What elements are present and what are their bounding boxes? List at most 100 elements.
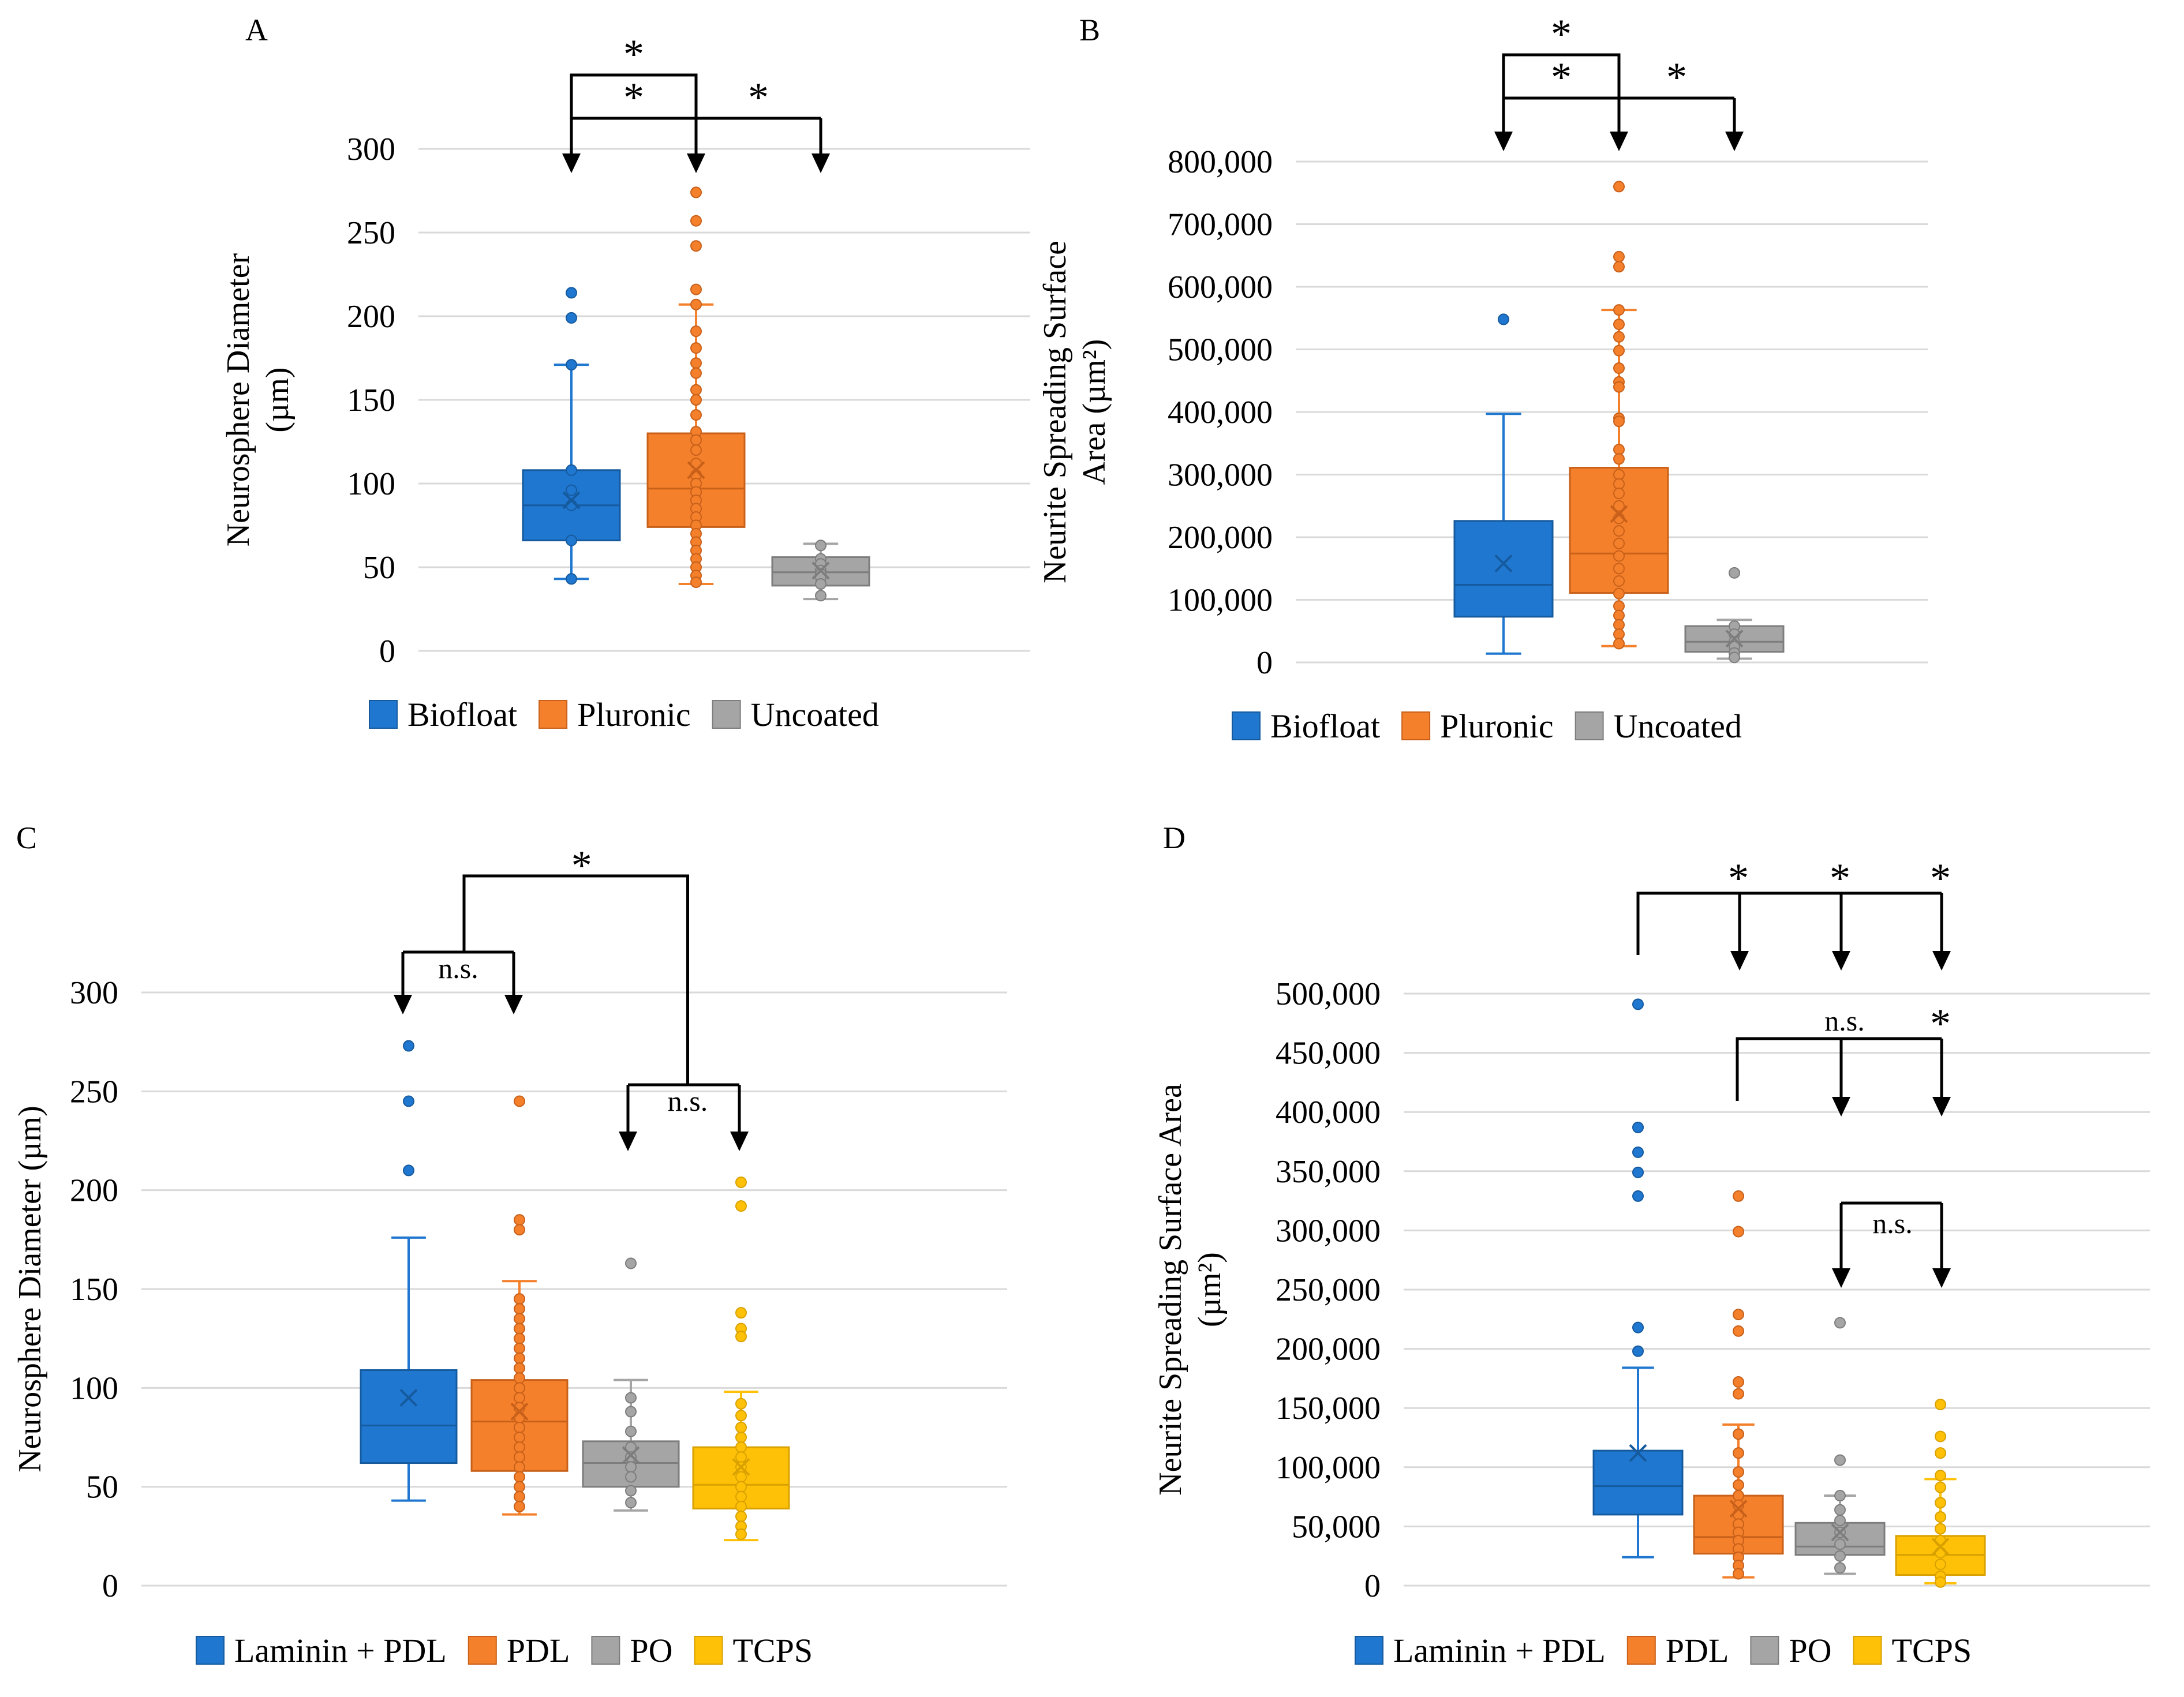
data-point bbox=[1733, 1226, 1744, 1238]
data-point bbox=[1733, 1447, 1744, 1459]
significance-label: * bbox=[1830, 855, 1850, 901]
data-point bbox=[735, 1307, 747, 1319]
box bbox=[1592, 1449, 1684, 1516]
box bbox=[360, 1369, 458, 1464]
data-point bbox=[1613, 344, 1625, 357]
legend-swatch bbox=[1853, 1636, 1882, 1665]
bracket-line bbox=[462, 874, 689, 1085]
data-point bbox=[1935, 1481, 1946, 1493]
y-tick-label: 250 bbox=[347, 215, 395, 251]
y-tick-label: 700,000 bbox=[1168, 207, 1273, 243]
data-point bbox=[1733, 1479, 1744, 1491]
legend-item: Biofloat bbox=[369, 696, 517, 733]
data-point bbox=[1613, 362, 1625, 374]
data-point bbox=[690, 384, 702, 396]
data-point bbox=[1834, 1515, 1846, 1527]
y-tick-label: 300 bbox=[70, 975, 118, 1011]
data-point bbox=[1613, 181, 1625, 193]
data-point bbox=[1613, 638, 1625, 650]
y-tick-label: 100,000 bbox=[1276, 1450, 1381, 1486]
data-point bbox=[514, 1441, 525, 1453]
data-point bbox=[514, 1382, 525, 1394]
legend-label: TCPS bbox=[733, 1632, 813, 1669]
data-point bbox=[566, 534, 577, 546]
data-point bbox=[1632, 1166, 1644, 1178]
significance-label: * bbox=[1728, 855, 1749, 901]
significance-annotations: * * * n.s. * n.s. bbox=[1636, 855, 1951, 1288]
data-point bbox=[566, 573, 577, 585]
data-point bbox=[625, 1406, 637, 1418]
data-point bbox=[690, 434, 702, 446]
data-point bbox=[735, 1432, 747, 1443]
data-point bbox=[735, 1200, 747, 1212]
arrow-head bbox=[1932, 1268, 1951, 1288]
y-tick-label: 600,000 bbox=[1168, 269, 1273, 305]
data-point bbox=[514, 1214, 525, 1226]
arrow-head bbox=[1832, 951, 1850, 971]
data-point bbox=[1733, 1568, 1744, 1580]
y-tick-label: 300 bbox=[347, 132, 395, 167]
series-po bbox=[582, 1257, 680, 1512]
data-point bbox=[514, 1500, 525, 1512]
y-tick-label: 400,000 bbox=[1168, 395, 1273, 430]
arrow-head bbox=[1932, 1097, 1951, 1117]
data-point bbox=[1632, 1121, 1644, 1133]
arrow-head bbox=[1832, 1268, 1850, 1288]
data-point bbox=[514, 1372, 525, 1384]
mean-marker bbox=[1725, 630, 1744, 648]
legend-label: Pluronic bbox=[1440, 707, 1554, 745]
data-point bbox=[514, 1332, 525, 1344]
legend-item: Laminin + PDL bbox=[196, 1632, 447, 1669]
data-point bbox=[1729, 651, 1740, 664]
significance-annotations: * n.s. n.s. bbox=[394, 842, 749, 1151]
arrow-head bbox=[1832, 1097, 1850, 1117]
series-tcps bbox=[1895, 1399, 1986, 1588]
data-point bbox=[690, 357, 702, 369]
data-point bbox=[735, 1490, 747, 1503]
y-tick-label: 100 bbox=[70, 1370, 118, 1406]
data-point bbox=[1613, 563, 1625, 575]
data-point bbox=[1935, 1576, 1946, 1588]
data-point bbox=[1733, 1325, 1744, 1337]
y-axis-label: Area (µm²) bbox=[1076, 339, 1112, 485]
y-axis-label: (µm²) bbox=[1192, 1252, 1228, 1327]
data-point bbox=[735, 1441, 747, 1453]
legend-label: Uncoated bbox=[751, 696, 879, 733]
data-point bbox=[735, 1398, 747, 1410]
y-tick-label: 0 bbox=[102, 1568, 118, 1604]
data-point bbox=[1834, 1538, 1846, 1550]
significance-label: * bbox=[623, 74, 644, 121]
legend-swatch bbox=[712, 700, 741, 729]
data-point bbox=[625, 1392, 637, 1404]
legend-label: Pluronic bbox=[577, 696, 691, 733]
arrow-head bbox=[1932, 951, 1951, 971]
data-point bbox=[1733, 1490, 1744, 1502]
mean-marker bbox=[1610, 505, 1628, 523]
data-point bbox=[1733, 1309, 1744, 1321]
y-tick-label: 250 bbox=[70, 1074, 118, 1110]
y-tick-label: 200,000 bbox=[1276, 1332, 1381, 1368]
legend-item: PDL bbox=[468, 1632, 570, 1669]
data-point bbox=[690, 240, 702, 252]
series-uncoated bbox=[771, 540, 870, 602]
y-tick-label: 50 bbox=[86, 1470, 118, 1505]
y-tick-label: 300,000 bbox=[1168, 458, 1273, 493]
data-point bbox=[735, 1421, 747, 1433]
data-point bbox=[566, 484, 577, 496]
data-point bbox=[690, 298, 702, 310]
data-point bbox=[566, 359, 577, 371]
data-point bbox=[690, 186, 702, 198]
box bbox=[1453, 520, 1554, 618]
significance-label: n.s. bbox=[1824, 1005, 1864, 1037]
legend-item: Uncoated bbox=[712, 696, 879, 733]
panel-label: D bbox=[1163, 821, 1186, 855]
data-point bbox=[735, 1176, 747, 1188]
data-point bbox=[1935, 1447, 1946, 1459]
significance-label: * bbox=[1666, 54, 1687, 100]
mean-marker bbox=[732, 1458, 750, 1476]
data-point bbox=[514, 1323, 525, 1335]
data-point bbox=[625, 1485, 637, 1497]
legend-item: PO bbox=[591, 1632, 673, 1669]
panel-label: A bbox=[245, 13, 268, 47]
